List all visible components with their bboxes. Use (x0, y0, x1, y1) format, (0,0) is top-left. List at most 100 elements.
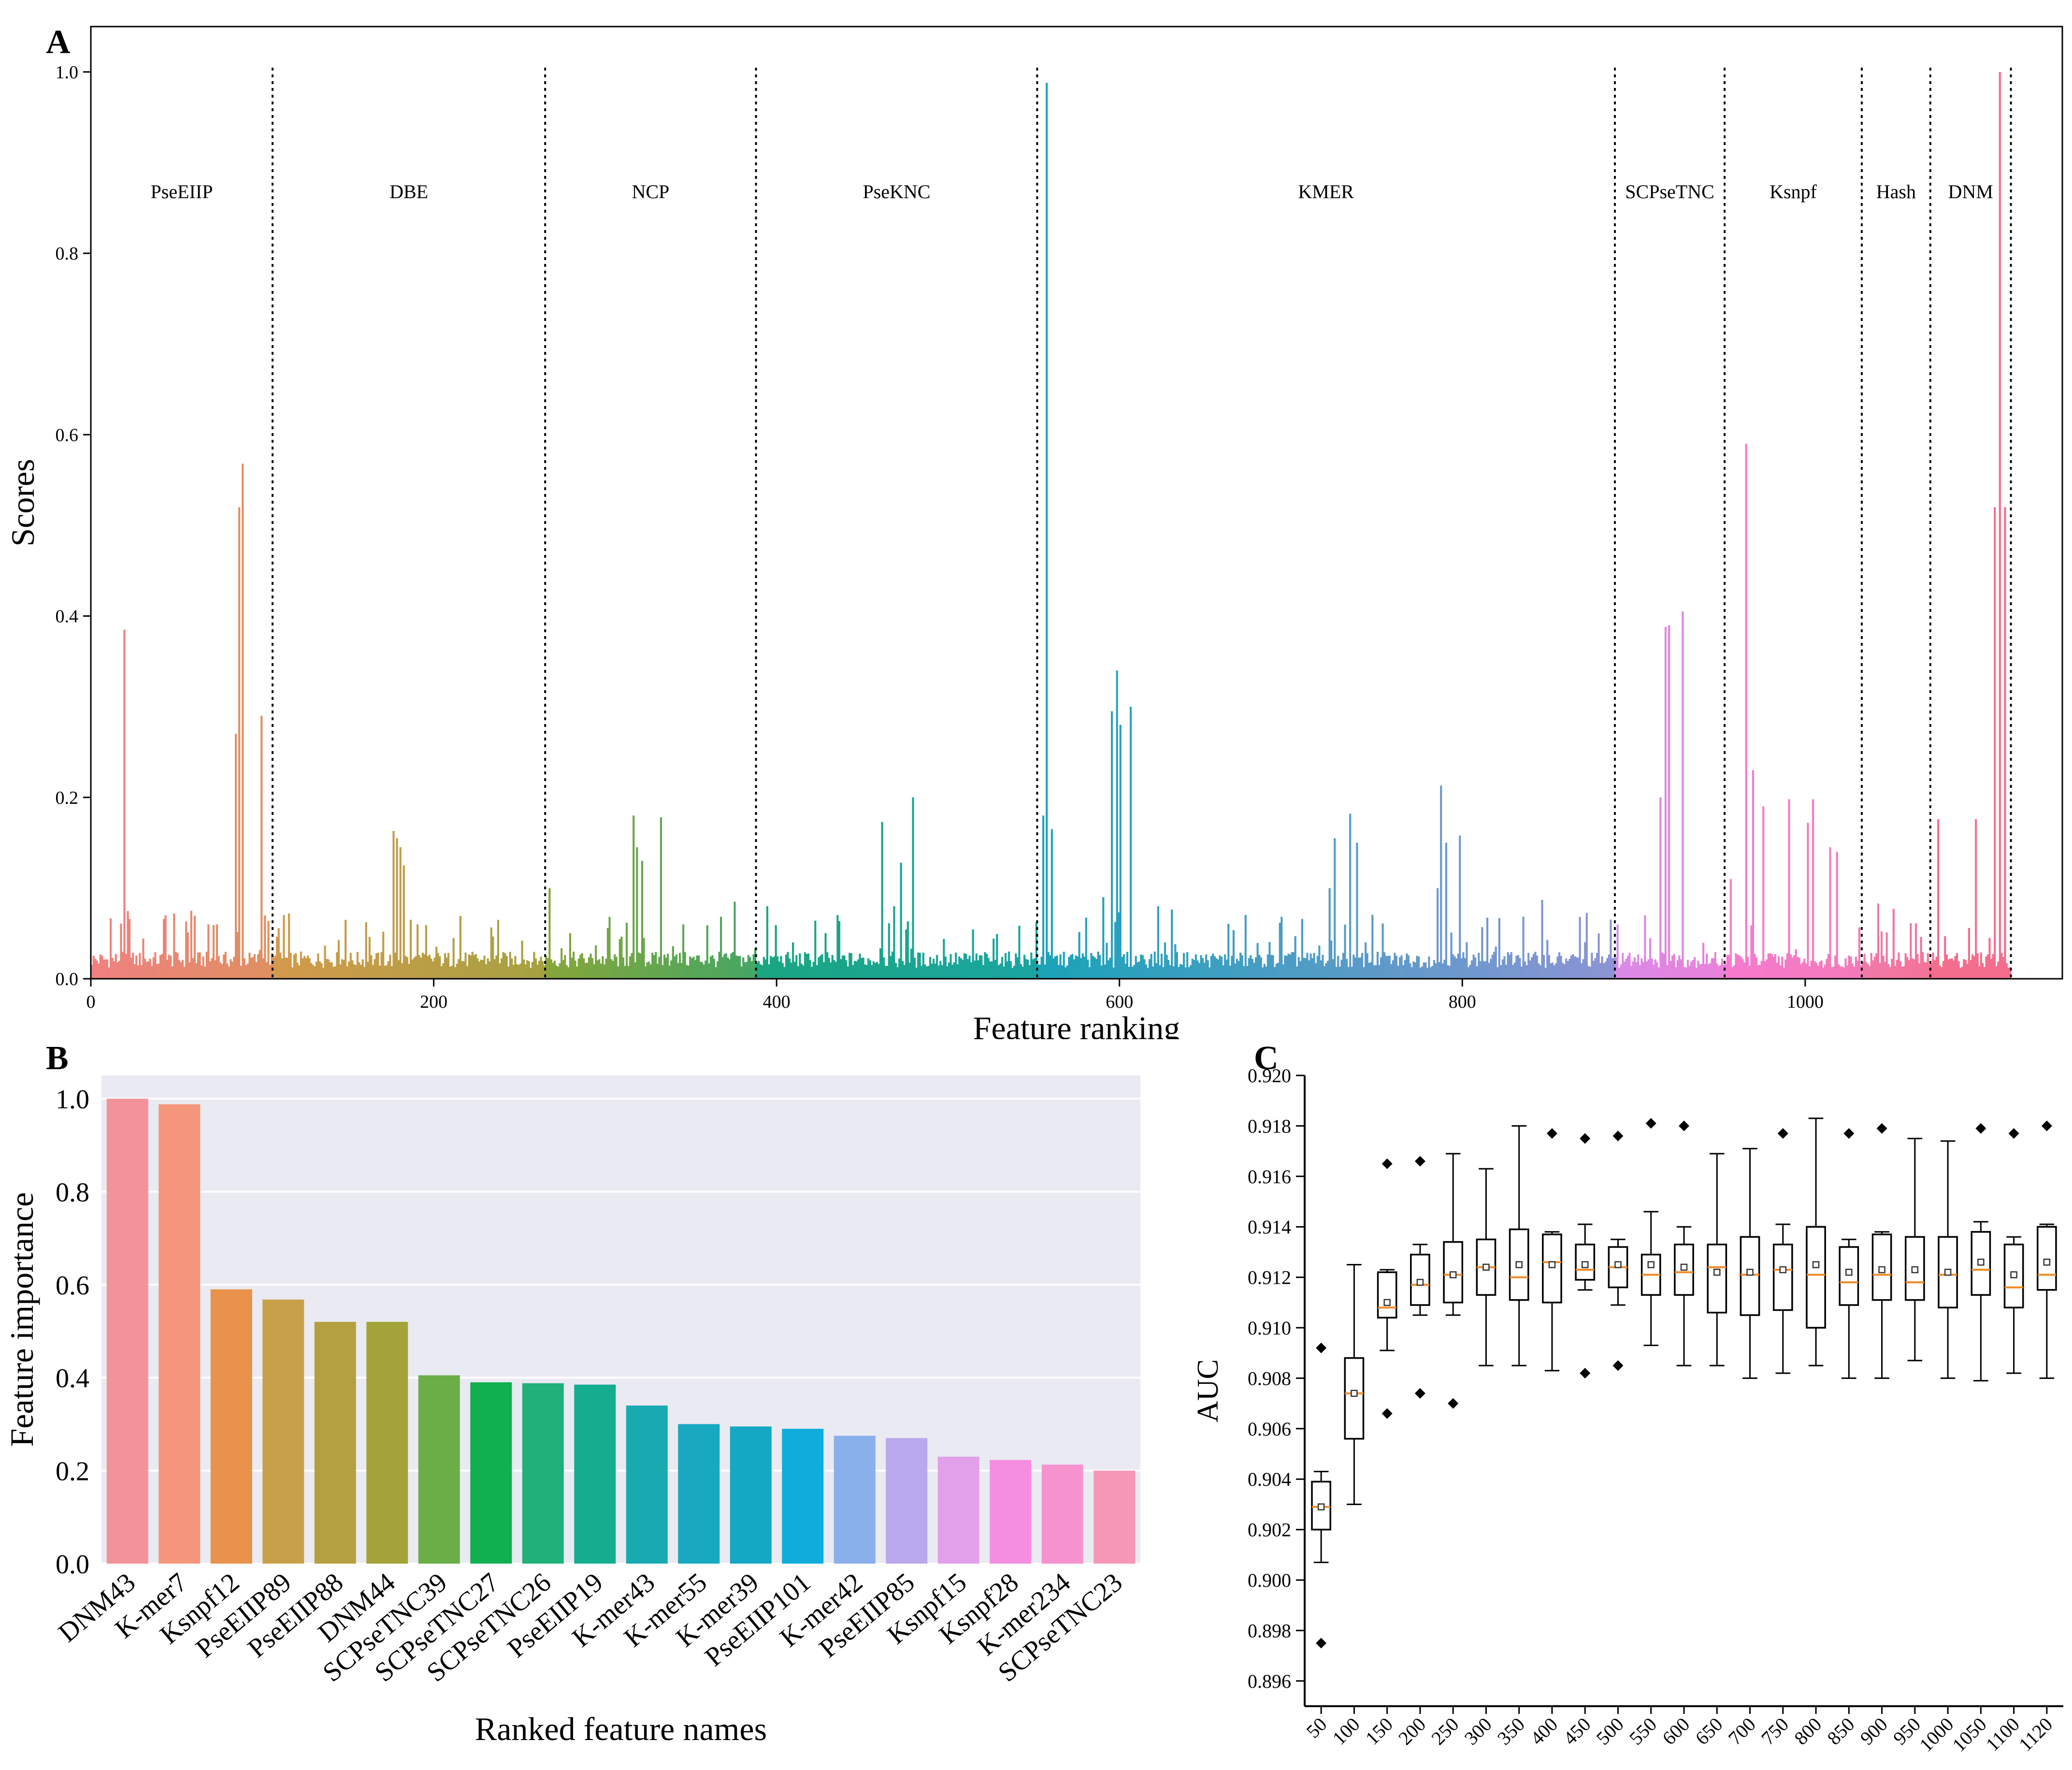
score-bar (843, 955, 846, 979)
score-bar (1834, 955, 1837, 979)
score-bar (802, 965, 805, 979)
score-bar (1315, 963, 1317, 979)
score-bar (264, 915, 266, 979)
y-tick-label: 0.4 (56, 607, 79, 627)
score-bar (778, 961, 780, 979)
score-bar (296, 962, 299, 979)
score-bar (1885, 932, 1888, 979)
score-bar (1990, 959, 1993, 979)
x-tick-label: 200 (1394, 1713, 1430, 1749)
box (1377, 1271, 1397, 1319)
score-bar (1049, 955, 1051, 979)
box (1575, 1243, 1596, 1281)
score-bar (1490, 958, 1492, 979)
score-bar (252, 957, 254, 979)
score-bar (548, 888, 551, 979)
score-bar (1546, 940, 1549, 979)
score-bar (240, 966, 242, 979)
score-bar (447, 953, 450, 979)
score-bar (1932, 952, 1934, 979)
score-bar (318, 961, 321, 979)
score-bar (502, 952, 504, 979)
score-bar (295, 953, 297, 979)
score-bar (561, 948, 563, 979)
score-bar (1645, 961, 1648, 979)
outlier-marker (1612, 1360, 1624, 1371)
score-bar (2007, 967, 2010, 979)
score-bar (207, 924, 210, 979)
score-bar (1316, 956, 1319, 979)
score-bar (276, 937, 278, 979)
score-bar (106, 959, 109, 979)
score-bar (1500, 965, 1502, 979)
score-bar (471, 952, 474, 979)
score-bar (1726, 955, 1728, 979)
score-bar (572, 951, 575, 979)
score-bar (1222, 965, 1224, 979)
score-bar (1779, 965, 1782, 979)
score-bar (374, 959, 376, 979)
score-bar (360, 965, 362, 979)
score-bar (993, 939, 995, 979)
score-bar (1661, 952, 1663, 979)
panel-label-b: B (46, 1040, 69, 1077)
score-bar (1986, 954, 1989, 979)
score-bar (121, 952, 124, 979)
score-bar (1194, 954, 1197, 979)
score-bar (787, 952, 789, 979)
score-bar (1107, 960, 1110, 979)
score-bar (1057, 965, 1060, 979)
score-bar (1274, 967, 1276, 979)
score-bar (761, 965, 763, 979)
group-label: SCPseTNC (1625, 181, 1714, 203)
score-bar (1323, 966, 1326, 979)
score-bar (1174, 944, 1177, 979)
score-bar (1488, 963, 1490, 979)
score-bar (1025, 959, 1027, 979)
score-bar (1961, 966, 1963, 979)
x-tick-label: 50 (1302, 1713, 1331, 1742)
score-bar (939, 961, 942, 979)
group-label: NCP (632, 181, 669, 203)
score-bar (1970, 960, 1972, 979)
x-tick-label: 400 (1526, 1713, 1562, 1749)
x-tick-label: 450 (1559, 1713, 1595, 1749)
panel-label-a: A (46, 24, 71, 61)
score-bar (1567, 961, 1569, 979)
score-bar (1431, 966, 1434, 979)
score-bar (1203, 962, 1206, 979)
score-bar (1263, 963, 1266, 979)
score-bar (1416, 956, 1418, 979)
score-bar (1237, 961, 1240, 979)
score-bar (464, 952, 467, 979)
mean-marker (1383, 1299, 1391, 1306)
x-tick-label: 150 (1361, 1713, 1397, 1749)
score-bar (1445, 842, 1447, 979)
score-bar (859, 954, 861, 979)
mean-marker (1515, 1261, 1523, 1268)
score-bar (1575, 957, 1578, 979)
box (1542, 1233, 1562, 1304)
score-bar (1695, 968, 1698, 979)
score-bar (127, 911, 129, 979)
score-bar (1227, 924, 1230, 979)
score-bar (1795, 949, 1797, 979)
score-bar (924, 964, 926, 979)
importance-bar (470, 1382, 512, 1564)
score-bar (1698, 964, 1701, 979)
score-bar (461, 961, 463, 979)
score-bar (379, 965, 381, 979)
score-bar (193, 915, 196, 979)
score-bar (123, 629, 126, 979)
score-bar (1623, 961, 1626, 979)
x-tick-label: 500 (1592, 1713, 1628, 1749)
score-bar (571, 958, 573, 979)
score-bar (392, 831, 395, 979)
score-bar (500, 958, 503, 979)
score-bar (212, 925, 215, 979)
score-bar (1664, 627, 1667, 979)
score-bar (697, 955, 700, 979)
score-bar (284, 958, 287, 979)
score-bar (1980, 952, 1982, 979)
score-bar (989, 961, 992, 979)
